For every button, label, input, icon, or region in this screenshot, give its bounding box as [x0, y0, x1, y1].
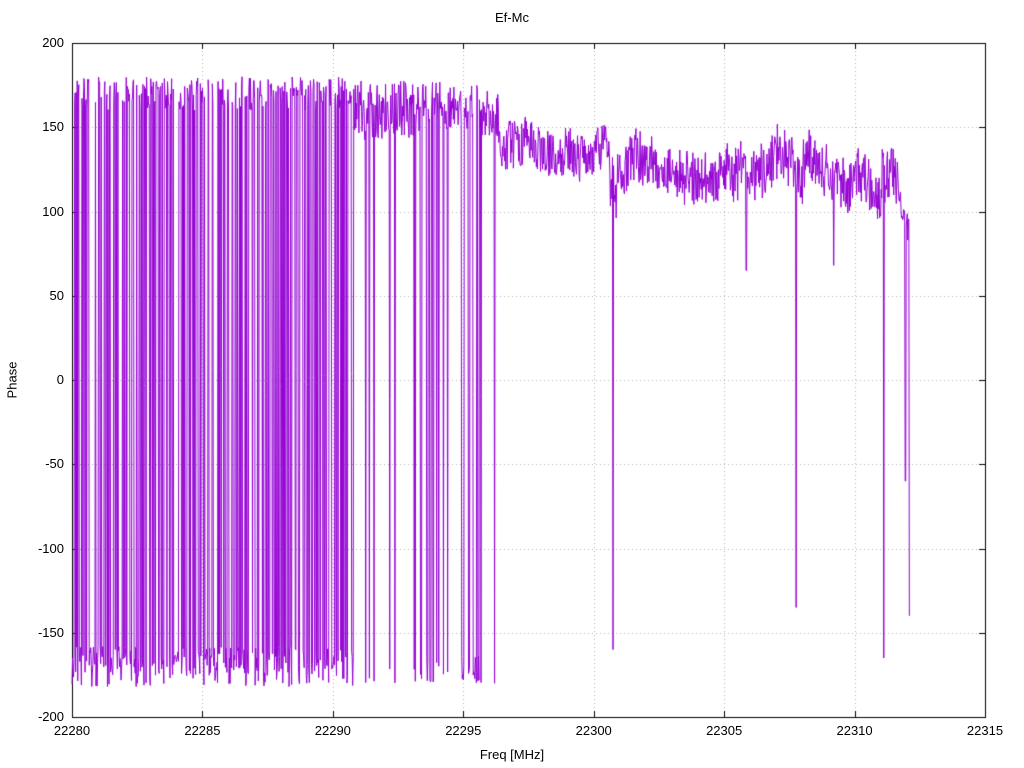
y-tick-label: 0: [56, 372, 64, 387]
x-tick-label: 22305: [706, 723, 743, 738]
y-tick-label: -50: [45, 456, 64, 472]
chart-title: Ef-Mc: [495, 10, 529, 25]
x-tick-label: 22290: [314, 723, 351, 738]
x-tick-label: 22295: [445, 723, 482, 738]
y-tick-label: 150: [42, 119, 64, 135]
y-tick-label: -100: [37, 540, 64, 556]
x-tick-label: 22280: [53, 723, 91, 738]
x-tick-label: 22285: [184, 723, 221, 738]
y-tick-label: -200: [37, 709, 64, 724]
y-tick-label: 50: [49, 287, 64, 303]
x-tick-label: 22310: [836, 723, 873, 738]
y-tick-label: 100: [42, 203, 64, 219]
y-tick-label: 200: [42, 35, 64, 50]
y-tick-label: -150: [37, 624, 64, 640]
x-tick-label: 22300: [575, 723, 612, 738]
x-tick-label: 22315: [966, 723, 1004, 738]
x-axis-label: Freq [MHz]: [479, 747, 545, 762]
